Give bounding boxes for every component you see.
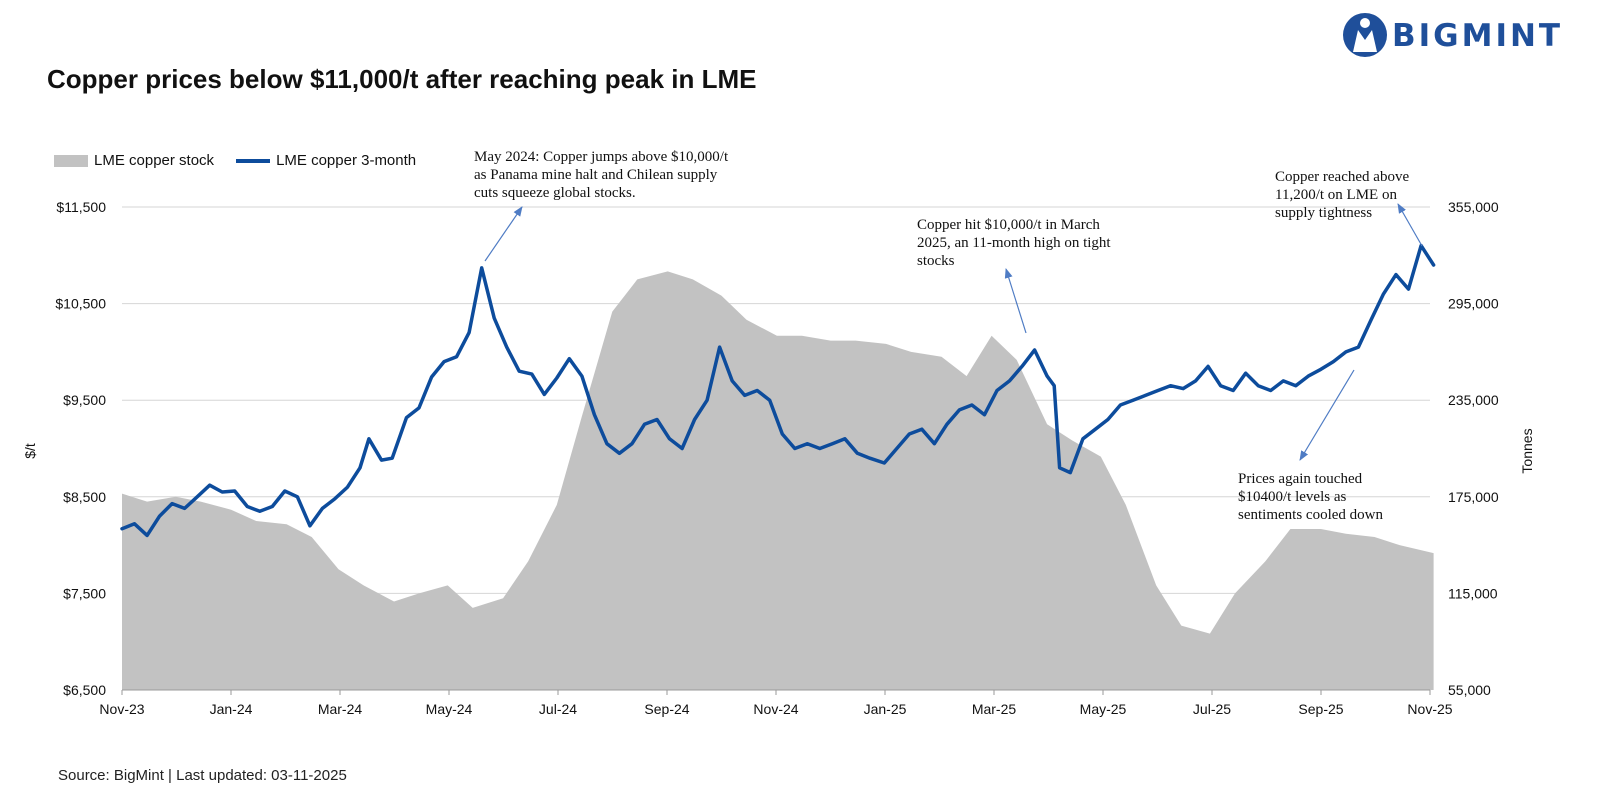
annotation-line: as Panama mine halt and Chilean supply xyxy=(474,167,718,183)
brand-name: BIGMINT xyxy=(1392,18,1564,54)
annotation-line: Copper reached above xyxy=(1275,169,1409,185)
y2-tick-label: 295,000 xyxy=(1448,296,1499,312)
annotation-line: cuts squeeze global stocks. xyxy=(474,185,636,201)
annotation-line: $10400/t levels as xyxy=(1238,489,1346,505)
y-tick-label: $6,500 xyxy=(63,682,106,698)
y2-tick-label: 355,000 xyxy=(1448,199,1499,215)
annotation-line: 11,200/t on LME on xyxy=(1275,187,1397,203)
y2-axis-title: Tonnes xyxy=(1519,428,1535,473)
annotation-text: May 2024: Copper jumps above $10,000/t as… xyxy=(474,149,729,201)
y-tick-label: $9,500 xyxy=(63,392,106,408)
bigmint-logo-icon xyxy=(1343,13,1387,57)
annotation-text: Prices again touched $10400/t levels as se… xyxy=(1238,471,1383,523)
annotation-line: 2025, an 11-month high on tight xyxy=(917,235,1111,251)
source-note: Source: BigMint | Last updated: 03-11-20… xyxy=(58,767,347,784)
y-tick-label: $8,500 xyxy=(63,489,106,505)
annotation-text: Copper reached above 11,200/t on LME on su… xyxy=(1275,169,1409,221)
annotation-arrow xyxy=(484,206,523,262)
y2-tick-label: 55,000 xyxy=(1448,682,1491,698)
y2-tick-label: 235,000 xyxy=(1448,392,1499,408)
annotation-arrow xyxy=(1004,268,1027,334)
stock-area-layer xyxy=(122,271,1434,690)
x-tick-label: Nov-25 xyxy=(1407,701,1452,717)
legend-item-price: LME copper 3-month xyxy=(236,152,416,169)
annotation-arrow xyxy=(1397,203,1423,247)
legend-label-stock: LME copper stock xyxy=(94,152,215,169)
x-tick-label: Sep-24 xyxy=(644,701,689,717)
stock-area xyxy=(122,271,1434,690)
x-tick-label: May-24 xyxy=(426,701,473,717)
annotation-line: sentiments cooled down xyxy=(1238,507,1383,523)
y2-tick-label: 115,000 xyxy=(1448,585,1498,601)
x-tick-label: Jul-24 xyxy=(539,701,577,717)
x-tick-label: May-25 xyxy=(1080,701,1127,717)
chart-legend: LME copper stock LME copper 3-month xyxy=(54,152,438,169)
x-tick-label: Nov-23 xyxy=(99,701,144,717)
annotation-line: supply tightness xyxy=(1275,205,1372,221)
y-tick-label: $7,500 xyxy=(63,585,106,601)
chart-title: Copper prices below $11,000/t after reac… xyxy=(47,64,757,94)
x-tick-label: Jul-25 xyxy=(1193,701,1231,717)
brand-logo: BIGMINT xyxy=(1340,10,1580,60)
y2-tick-label: 175,000 xyxy=(1448,489,1499,505)
y-axis-title: $/t xyxy=(22,443,38,459)
y-tick-label: $11,500 xyxy=(56,199,106,215)
annotation-line: Copper hit $10,000/t in March xyxy=(917,217,1100,233)
annotation-line: May 2024: Copper jumps above $10,000/t xyxy=(474,149,729,165)
x-tick-label: Jan-24 xyxy=(210,701,253,717)
annotations: May 2024: Copper jumps above $10,000/t as… xyxy=(474,149,1423,523)
annotation-text: Copper hit $10,000/t in March 2025, an 11… xyxy=(917,217,1111,269)
price-line-layer xyxy=(120,243,1436,538)
legend-item-stock: LME copper stock xyxy=(54,152,214,169)
legend-swatch-area xyxy=(54,154,88,167)
x-tick-label: Sep-25 xyxy=(1298,701,1343,717)
axes: $11,500 355,000 $10,500 295,000 $9,500 235,00… xyxy=(22,199,1535,717)
annotation-line: stocks xyxy=(917,253,955,269)
x-tick-label: Mar-24 xyxy=(318,701,363,717)
annotation-arrow xyxy=(1299,369,1355,461)
price-line xyxy=(120,243,1436,538)
y-tick-label: $10,500 xyxy=(55,296,106,312)
x-tick-label: Jan-25 xyxy=(864,701,907,717)
x-tick-label: Nov-24 xyxy=(753,701,798,717)
legend-label-price: LME copper 3-month xyxy=(276,152,417,169)
legend-swatch-line xyxy=(236,158,271,163)
x-tick-label: Mar-25 xyxy=(972,701,1017,717)
annotation-line: Prices again touched xyxy=(1238,471,1363,487)
